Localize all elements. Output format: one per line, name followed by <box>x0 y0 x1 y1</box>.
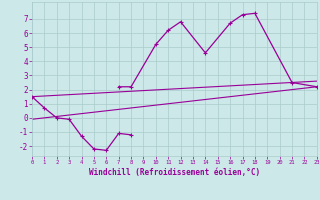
X-axis label: Windchill (Refroidissement éolien,°C): Windchill (Refroidissement éolien,°C) <box>89 168 260 177</box>
